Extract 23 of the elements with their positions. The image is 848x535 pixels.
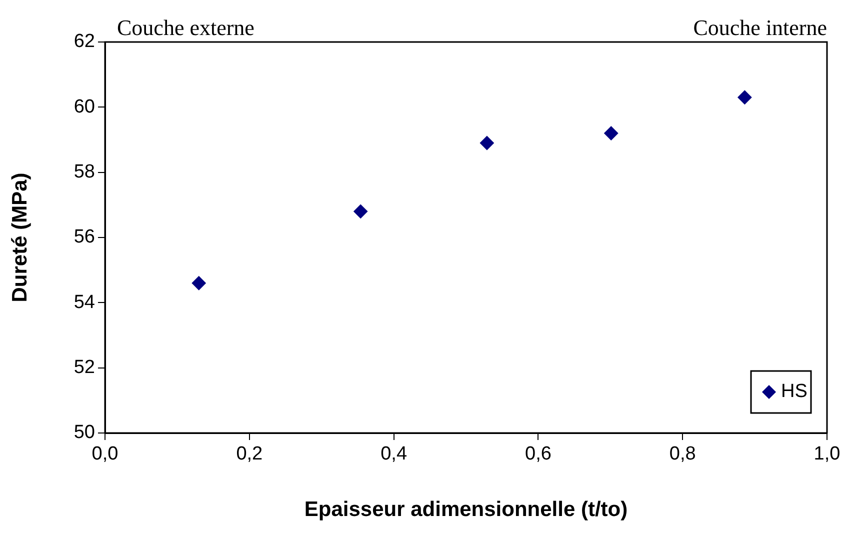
legend-label: HS [781, 381, 808, 402]
point [604, 126, 618, 140]
point [192, 276, 206, 290]
x-tick-label: 0,2 [236, 444, 263, 465]
y-tick-label: 56 [74, 226, 95, 248]
y-tick-label: 54 [74, 292, 96, 313]
x-tick-label: 0,0 [92, 444, 118, 465]
y-tick-label: 52 [74, 357, 95, 378]
x-tick-label: 0,4 [380, 444, 408, 465]
x-tick-label: 1,0 [814, 444, 840, 465]
y-tick-label: 62 [74, 31, 95, 52]
y-tick-label: 50 [74, 422, 95, 444]
x-axis-title: Epaisseur adimensionnelle (t/to) [304, 498, 628, 522]
text: Couche interne [693, 14, 827, 40]
x-tick-label: 0,8 [669, 444, 696, 465]
y-axis-title: Dureté (MPa) [8, 172, 32, 302]
point [354, 204, 368, 218]
point [738, 90, 752, 104]
text: Couche externe [117, 14, 254, 40]
x-tick-label: 0,6 [524, 444, 552, 465]
y-tick-label: 60 [74, 96, 95, 118]
point [480, 136, 494, 150]
y-tick-label: 58 [74, 162, 95, 183]
